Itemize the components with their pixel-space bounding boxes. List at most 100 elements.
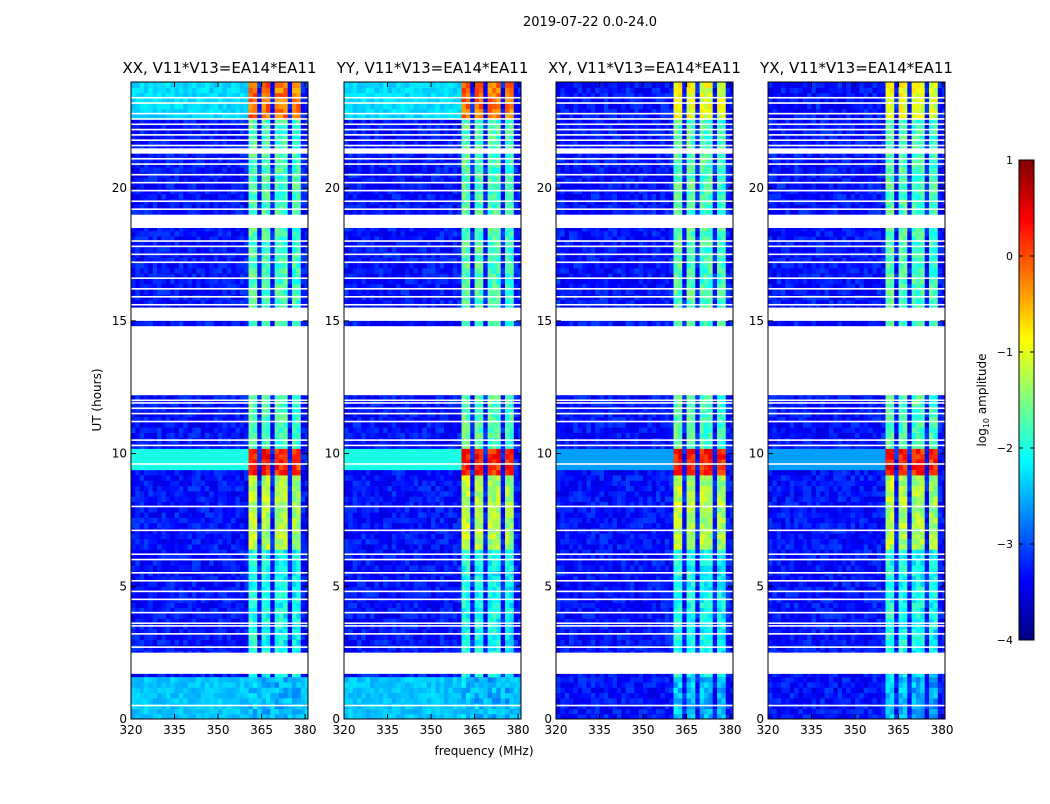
missing-row — [344, 413, 521, 415]
missing-row — [131, 118, 308, 120]
missing-row — [131, 134, 308, 136]
missing-row — [344, 102, 521, 104]
missing-row — [131, 407, 308, 409]
y-tick-label: 5 — [332, 579, 340, 593]
missing-row — [344, 200, 521, 202]
missing-row — [131, 633, 308, 635]
missing-row — [556, 134, 733, 136]
data-gap — [344, 326, 521, 395]
missing-row — [556, 463, 733, 465]
data-gap — [131, 308, 308, 321]
missing-row — [768, 145, 945, 147]
missing-row — [768, 633, 945, 635]
missing-row — [344, 622, 521, 624]
missing-row — [556, 530, 733, 532]
missing-row — [768, 277, 945, 279]
missing-row — [556, 559, 733, 561]
missing-row — [131, 400, 308, 402]
missing-row — [768, 134, 945, 136]
missing-row — [131, 612, 308, 614]
x-tick-label: 335 — [800, 723, 823, 737]
missing-row — [344, 705, 521, 707]
missing-row — [768, 296, 945, 298]
missing-row — [131, 182, 308, 184]
missing-row — [556, 118, 733, 120]
x-tick-label: 350 — [420, 723, 443, 737]
heatmap-image — [344, 77, 523, 720]
x-tick-label: 335 — [163, 723, 186, 737]
missing-row — [344, 261, 521, 263]
missing-row — [131, 622, 308, 624]
missing-row — [556, 402, 733, 404]
y-tick-label: 10 — [325, 447, 340, 461]
missing-row — [768, 246, 945, 248]
figure-title: 2019-07-22 0.0-24.0 — [523, 15, 657, 30]
missing-row — [344, 118, 521, 120]
missing-row — [344, 646, 521, 648]
missing-row — [768, 530, 945, 532]
missing-row — [344, 139, 521, 141]
missing-row — [131, 445, 308, 447]
missing-row — [768, 553, 945, 555]
x-tick-label: 365 — [250, 723, 273, 737]
missing-row — [556, 102, 733, 104]
missing-row — [131, 402, 308, 404]
x-tick-label: 380 — [931, 723, 954, 737]
x-tick-label: 365 — [463, 723, 486, 737]
missing-row — [344, 625, 521, 627]
panel-title: YX, V11*V13=EA14*EA11 — [759, 59, 953, 77]
x-tick-label: 350 — [844, 723, 867, 737]
colorbar-tick-label: −1 — [997, 346, 1013, 359]
missing-row — [768, 599, 945, 601]
missing-row — [556, 277, 733, 279]
missing-row — [556, 646, 733, 648]
missing-row — [344, 174, 521, 176]
missing-row — [131, 163, 308, 165]
missing-row — [768, 304, 945, 306]
missing-row — [556, 572, 733, 574]
y-tick-label: 5 — [756, 579, 764, 593]
missing-row — [131, 97, 308, 99]
data-gap — [556, 215, 733, 228]
missing-row — [768, 113, 945, 115]
missing-row — [344, 288, 521, 290]
missing-row — [131, 200, 308, 202]
missing-row — [768, 646, 945, 648]
missing-row — [344, 402, 521, 404]
missing-row — [768, 612, 945, 614]
missing-row — [556, 190, 733, 192]
colorbar-tick-label: 1 — [1006, 154, 1013, 167]
missing-row — [768, 240, 945, 242]
missing-row — [556, 123, 733, 125]
missing-row — [768, 174, 945, 176]
missing-row — [344, 277, 521, 279]
missing-row — [556, 174, 733, 176]
missing-row — [556, 413, 733, 415]
missing-row — [131, 129, 308, 131]
y-tick-label: 5 — [119, 579, 127, 593]
missing-row — [131, 102, 308, 104]
missing-row — [344, 612, 521, 614]
missing-row — [131, 646, 308, 648]
data-gap — [556, 326, 733, 395]
missing-row — [556, 288, 733, 290]
colorbar-tick-label: −3 — [997, 538, 1013, 551]
missing-row — [768, 158, 945, 160]
missing-row — [556, 622, 733, 624]
missing-row — [768, 102, 945, 104]
missing-row — [556, 158, 733, 160]
data-gap — [344, 215, 521, 228]
missing-row — [344, 208, 521, 210]
missing-row — [556, 240, 733, 242]
missing-row — [768, 139, 945, 141]
missing-row — [344, 240, 521, 242]
y-tick-label: 10 — [112, 447, 127, 461]
missing-row — [131, 246, 308, 248]
missing-row — [768, 97, 945, 99]
y-tick-label: 20 — [325, 181, 340, 195]
missing-row — [131, 599, 308, 601]
missing-row — [768, 182, 945, 184]
missing-row — [768, 421, 945, 423]
